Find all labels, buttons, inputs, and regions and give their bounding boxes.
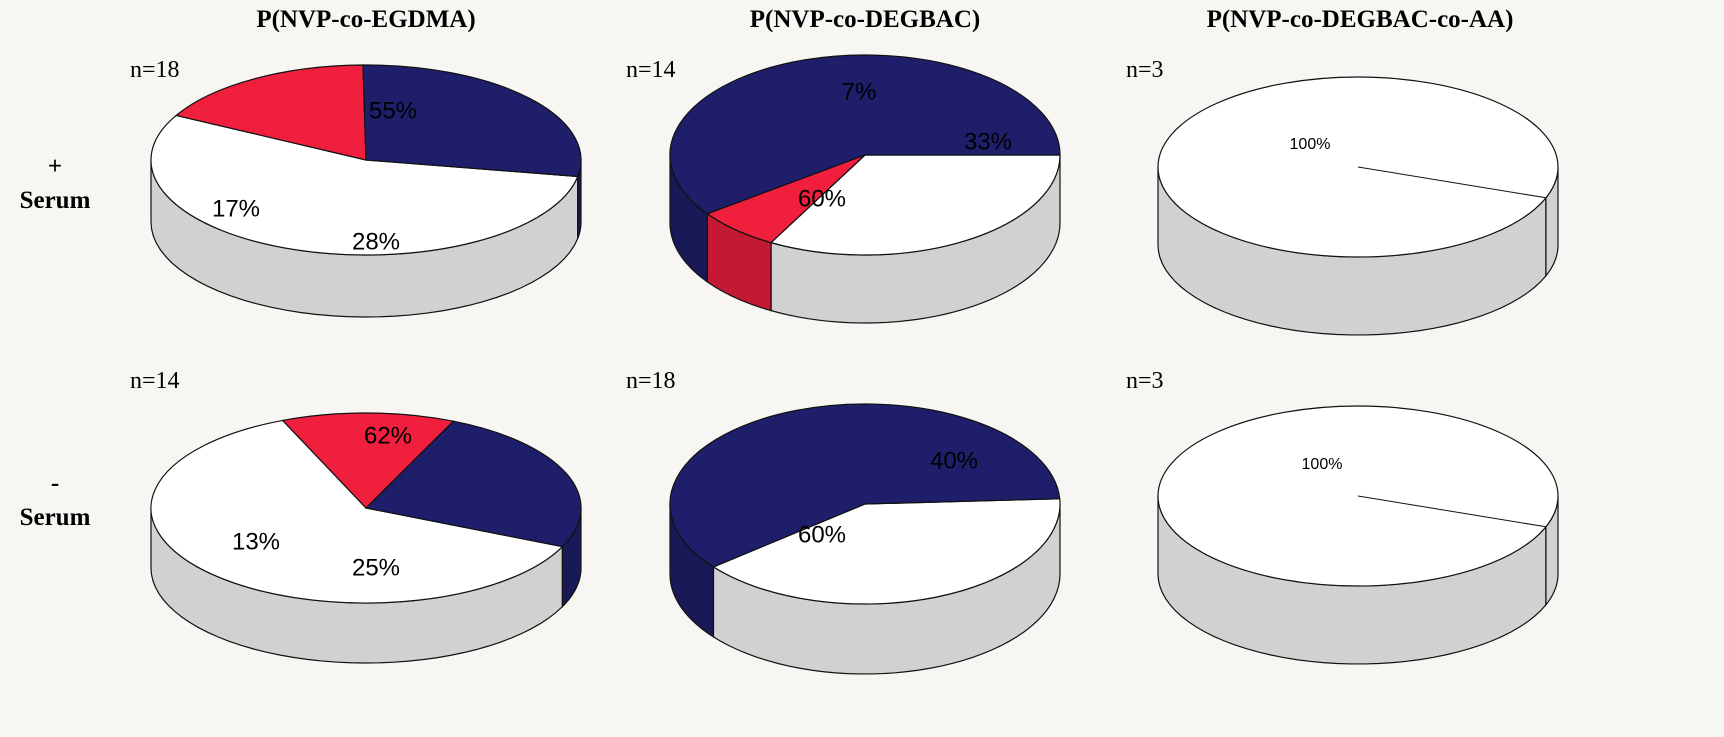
slice-percent-label: 25% <box>352 554 400 581</box>
n-label: n=18 <box>626 368 676 394</box>
pie-charts-figure: 55% 17% 28% 33% 7% 60% 100% 62% 13% 25% 40% 60% 100% <box>150 54 1559 675</box>
pie-chart: 100% <box>1157 405 1559 665</box>
n-label: n=18 <box>130 57 180 83</box>
row-label-sign: - <box>50 470 60 497</box>
slice-percent-label: 13% <box>232 528 280 555</box>
pie-slice <box>669 54 1061 215</box>
pie-slice <box>669 403 1061 568</box>
slice-percent-label: 33% <box>964 128 1012 155</box>
pie-slice <box>174 64 367 161</box>
n-label: n=14 <box>626 57 676 83</box>
pie-slice <box>281 412 455 509</box>
pie-slice <box>364 420 582 548</box>
pie-slice <box>769 154 1061 256</box>
slice-percent-label: 62% <box>364 422 412 449</box>
pie-chart: 62% 13% 25% <box>150 412 582 664</box>
slice-percent-label: 28% <box>352 228 400 255</box>
slice-percent-label: 60% <box>798 185 846 212</box>
n-label: n=14 <box>130 368 180 394</box>
row-label-word: Serum <box>19 504 91 531</box>
pie-slice <box>362 64 582 178</box>
slice-percent-label: 55% <box>369 97 417 124</box>
n-label: n=3 <box>1126 57 1164 83</box>
row-label-sign: + <box>47 153 63 180</box>
n-label: n=3 <box>1126 368 1164 394</box>
pie-chart: 33% 7% 60% <box>669 54 1061 324</box>
chart-title-degbac: P(NVP-co-DEGBAC) <box>749 6 981 33</box>
pie-slice <box>150 114 579 256</box>
pie-slice <box>150 419 564 604</box>
pie-chart: 55% 17% 28% <box>150 64 582 318</box>
slice-percent-label: 40% <box>930 447 978 474</box>
slice-percent-label: 60% <box>798 521 846 548</box>
slice-percent-label: 100% <box>1302 456 1343 473</box>
slice-percent-label: 17% <box>212 195 260 222</box>
pie-seam-line <box>1357 495 1547 528</box>
pie-chart: 100% <box>1157 76 1559 336</box>
row-label-minus-serum: - Serum <box>0 467 110 535</box>
row-label-word: Serum <box>19 187 91 214</box>
pie-slice <box>712 498 1061 605</box>
row-label-plus-serum: + Serum <box>0 150 110 218</box>
slice-percent-label: 100% <box>1290 136 1331 153</box>
pie-chart: 40% 60% <box>669 403 1061 675</box>
pie-seam-line <box>1357 166 1547 199</box>
chart-title-degbac-aa: P(NVP-co-DEGBAC-co-AA) <box>1206 6 1514 33</box>
chart-title-egdma: P(NVP-co-EGDMA) <box>256 6 476 33</box>
slice-percent-label: 7% <box>842 78 877 105</box>
